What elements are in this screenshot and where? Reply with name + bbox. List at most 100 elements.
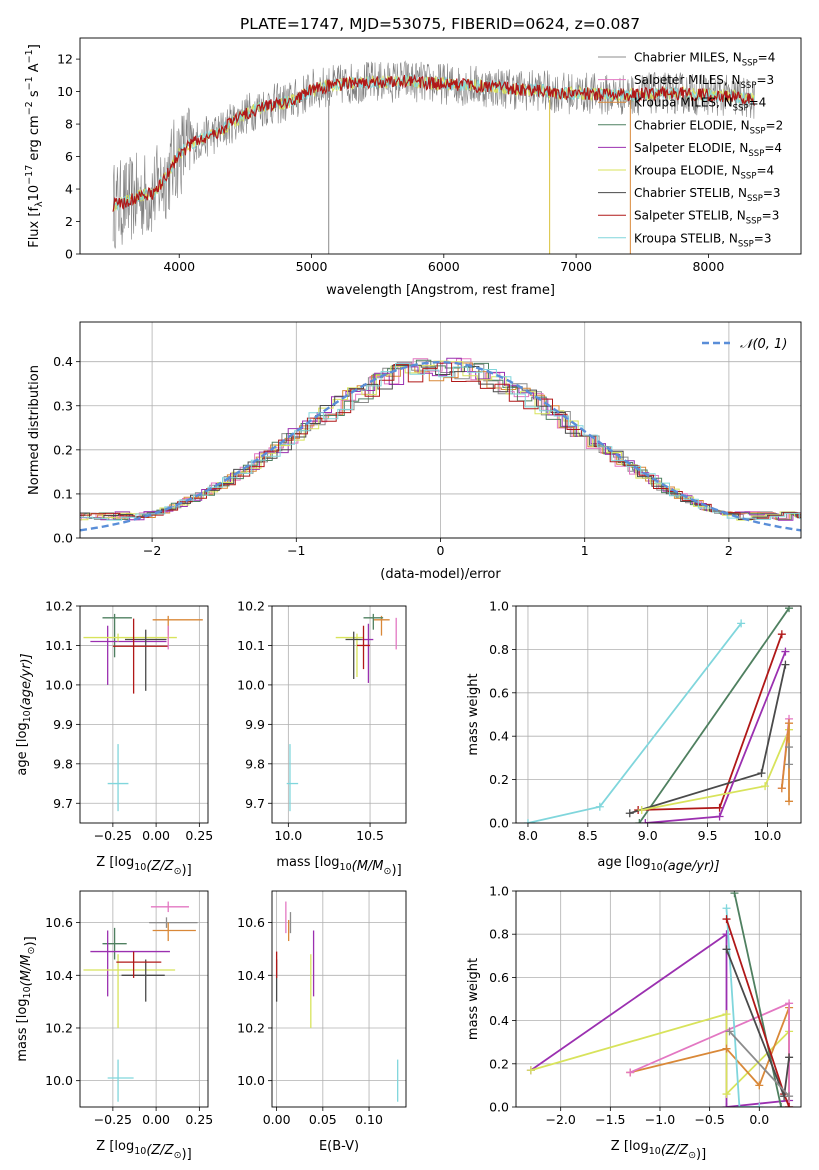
weight-marker [785,1103,794,1107]
spectrum-lines [112,60,755,254]
y-axis-label: mass [log10(M/M⊙)] [15,936,38,1061]
y-tick-label: 10.1 [237,638,265,653]
data-point [83,954,176,1028]
weight-marker [715,812,724,821]
data-point [90,930,170,997]
data-point [356,625,371,670]
age-vs-Z-panel: −0.25 0.00 0.25 9.7 9.8 9.9 10.0 10.1 10.2 Z [log… [15,599,213,879]
weight-marker [777,784,786,793]
weight-marker [785,743,794,752]
y-tick-label: 9.9 [53,717,73,732]
y-tick-label: 10.0 [237,677,265,692]
data-point [152,922,196,942]
y-tick-label: 10.6 [237,915,265,930]
data-point [116,951,162,978]
x-tick-label: 0.25 [185,1112,213,1127]
axes-frame [271,890,407,1108]
y-tick-label: 10.2 [237,1020,265,1035]
histogram-series [80,359,801,521]
x-tick-label: 0.10 [355,1112,383,1127]
x-tick-label: −2.0 [546,1112,576,1127]
weight-marker [785,999,794,1008]
histogram-series [80,363,801,521]
y-tick-label: 10.2 [237,599,265,614]
weight-marker [625,809,634,818]
y-tick-label: 8 [65,117,73,132]
spectrum-model-line [112,74,755,212]
x-tick-label: 10.5 [356,828,384,843]
weight-marker [785,1092,794,1101]
weight-marker [722,1090,731,1099]
data-point [107,1059,134,1102]
data-point [83,633,177,642]
x-axis-label: (data-model)/error [380,567,501,582]
weight-line [725,908,760,1107]
legend-label: Kroupa ELODIE, NSSP=4 [634,164,774,182]
y-tick-label: 1.0 [489,599,509,614]
weight-marker [735,1103,744,1107]
weight-marker [725,1027,734,1036]
residuals-panel: −2 −1 0 1 2 0.0 0.1 0.2 0.3 0.4 𝒩(0, 1) (data-model… [27,321,802,582]
y-tick-label: 10 [57,84,73,99]
y-tick-label: 2 [65,214,73,229]
x-tick-label: 0.00 [263,1112,291,1127]
axes-frame [79,37,802,255]
y-tick-label: 12 [57,52,73,67]
legend-label: Kroupa STELIB, NSSP=3 [634,231,772,249]
weight-marker [722,915,731,924]
axes-frame [79,321,802,539]
weight-marker [785,1053,794,1062]
x-tick-label: 9.5 [698,828,718,843]
data-point [363,613,384,630]
weight-vs-age-panel: 8.0 8.5 9.0 9.5 10.0 0.0 0.2 0.4 0.6 0.8 1.0 age [l… [466,599,802,874]
y-tick-label: 0.3 [53,398,73,413]
weight-marker [641,819,650,823]
x-tick-label: −2 [143,543,161,558]
data-point [345,631,362,679]
y-tick-label: 9.9 [245,717,265,732]
weight-line [641,729,790,811]
weight-series [641,647,790,823]
y-tick-label: 0.2 [489,1056,509,1071]
histograms [80,357,801,532]
x-tick-label: 0 [437,543,445,558]
weight-marker [785,760,794,769]
y-axis-label: Flux [fλ10−17 erg cm−2 s−1 A−1] [24,44,45,248]
y-tick-label: 10.0 [237,1073,265,1088]
normal-curve [80,360,801,532]
weight-marker [722,945,731,954]
weight-marker [722,1103,731,1107]
x-axis-label: Z [log10(Z/Z⊙)] [611,1139,706,1162]
weight-marker [777,630,786,639]
mass-vs-ebv-panel: 0.00 0.05 0.10 10.0 10.2 10.4 10.6 E(B-V) [237,890,407,1154]
weight-marker [781,660,790,669]
legend-label: Chabrier ELODIE, NSSP=2 [634,118,783,136]
legend-label: Salpeter STELIB, NSSP=3 [634,209,779,227]
weight-marker [785,797,794,806]
x-axis-label: Z [log10(Z/Z⊙)] [96,855,191,878]
data-point [121,959,165,1002]
histogram-series [80,362,801,520]
weight-series [635,606,794,823]
weight-marker [526,1066,535,1075]
weight-marker [722,1044,731,1053]
histogram-series [80,357,801,521]
weight-marker [785,719,794,728]
y-axis-label: mass weight [466,673,481,755]
y-tick-label: 0.8 [489,927,509,942]
y-axis-label: Normed distribution [27,365,42,495]
y-tick-label: 4 [65,182,73,197]
weight-marker [737,619,746,628]
y-tick-label: 9.8 [245,756,265,771]
mass-vs-Z-panel: −0.25 0.00 0.25 10.0 10.2 10.4 10.6 Z [log10(Z/… [15,890,213,1162]
y-tick-label: 0.4 [489,729,509,744]
y-tick-label: 0.4 [489,1013,509,1028]
x-axis-label: mass [log10(M/M⊙)] [276,855,401,878]
x-tick-label: −0.25 [94,1112,132,1127]
data-point [150,901,189,913]
legend-label: Kroupa MILES, NSSP=4 [634,96,766,114]
weight-series [785,743,794,769]
y-tick-label: 10.4 [237,968,265,983]
y-tick-label: 0.0 [489,816,509,831]
